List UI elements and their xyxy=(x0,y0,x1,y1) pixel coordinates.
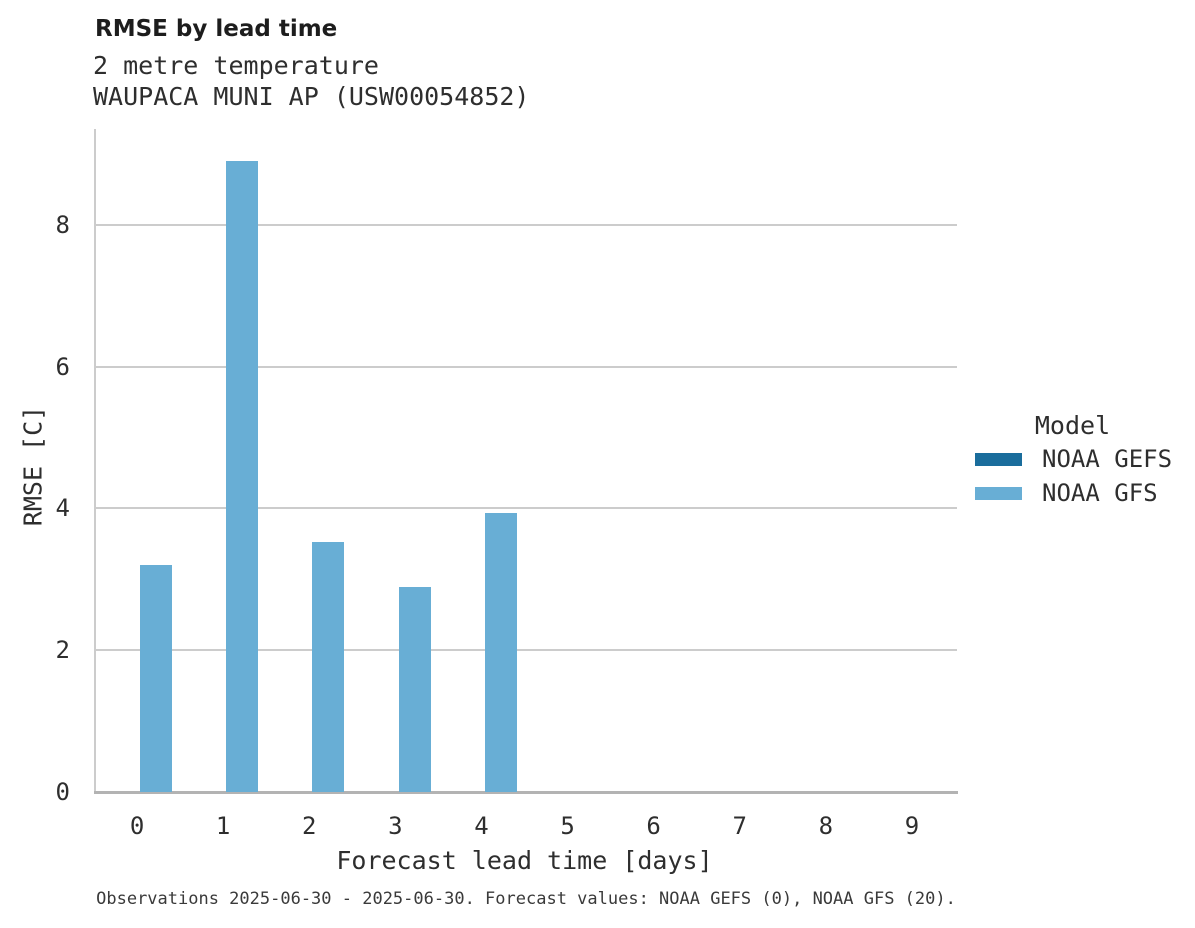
y-tick-0: 0 xyxy=(55,778,70,806)
x-tick-6: 6 xyxy=(646,812,661,840)
x-tick-1: 1 xyxy=(215,812,231,840)
gridline-y-8 xyxy=(96,223,957,226)
chart-title: RMSE by lead time xyxy=(95,16,338,42)
plot-area xyxy=(94,129,957,792)
bar-noaa-gfs-lead-1 xyxy=(226,160,259,792)
x-tick-2: 2 xyxy=(302,812,317,840)
legend-swatch-icon xyxy=(975,452,1022,466)
x-tick-8: 8 xyxy=(818,812,834,840)
legend: Model NOAA GEFS NOAA GFS xyxy=(975,410,1185,510)
legend-entry-noaa-gefs: NOAA GEFS xyxy=(975,442,1185,476)
x-tick-7: 7 xyxy=(732,812,747,840)
bar-noaa-gfs-lead-3 xyxy=(398,587,431,792)
x-tick-0: 0 xyxy=(129,812,145,840)
legend-label: NOAA GEFS xyxy=(1042,445,1173,473)
bar-noaa-gfs-lead-2 xyxy=(312,542,345,792)
y-tick-8: 8 xyxy=(55,210,70,239)
y-tick-4: 4 xyxy=(55,494,70,523)
caption-text: Observations 2025-06-30 - 2025-06-30. Fo… xyxy=(96,889,956,909)
y-tick-2: 2 xyxy=(55,636,70,665)
legend-title: Model xyxy=(1034,411,1111,440)
bar-noaa-gfs-lead-0 xyxy=(140,565,173,792)
chart-subtitle-variable: 2 metre temperature xyxy=(93,51,379,80)
legend-swatch-icon xyxy=(975,486,1022,500)
x-tick-3: 3 xyxy=(388,812,403,840)
y-tick-6: 6 xyxy=(55,352,70,381)
x-axis-line xyxy=(94,791,958,794)
legend-entry-noaa-gfs: NOAA GFS xyxy=(975,476,1185,510)
bar-noaa-gfs-lead-4 xyxy=(484,512,517,792)
gridline-y-4 xyxy=(96,507,957,510)
chart-subtitle-station: WAUPACA MUNI AP (USW00054852) xyxy=(93,82,530,111)
x-tick-5: 5 xyxy=(560,812,575,840)
x-axis-label: Forecast lead time [days] xyxy=(336,846,713,875)
gridline-y-2 xyxy=(96,649,957,652)
gridline-y-6 xyxy=(96,365,957,368)
legend-entries: NOAA GEFS NOAA GFS xyxy=(975,442,1185,510)
x-tick-4: 4 xyxy=(474,812,489,840)
legend-label: NOAA GFS xyxy=(1042,479,1158,507)
x-tick-9: 9 xyxy=(904,812,920,840)
